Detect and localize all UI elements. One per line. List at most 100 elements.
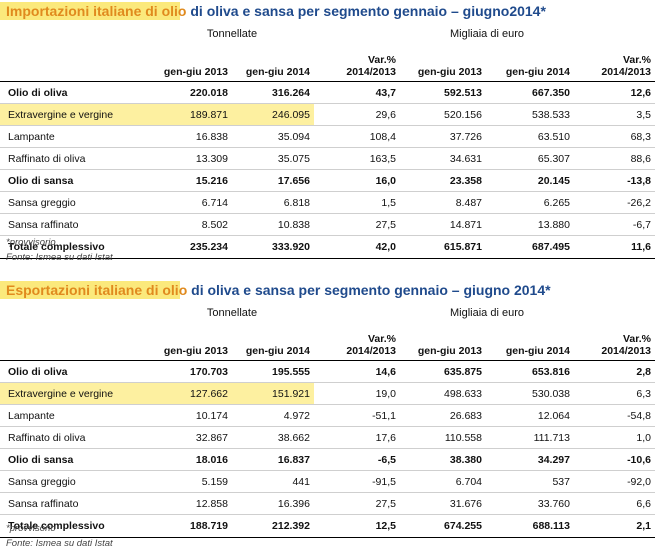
euro-2014: 111.713 xyxy=(533,431,570,444)
tonnes-2014: 35.075 xyxy=(277,152,310,165)
group-thousand-euro: Migliaia di euro xyxy=(450,307,524,319)
source-note: Fonte: Ismea su dati Istat xyxy=(6,538,113,549)
row-label: Lampante xyxy=(8,130,55,143)
euro-var: 3,5 xyxy=(636,108,651,121)
source-note: Fonte: Ismea su dati Istat xyxy=(6,252,113,263)
euro-2014: 20.145 xyxy=(537,174,570,187)
euro-2014: 6.265 xyxy=(543,196,570,209)
col-header-2014: gen-giu 2014 xyxy=(505,66,570,78)
tonnes-2013: 235.234 xyxy=(190,241,228,253)
euro-var: 1,0 xyxy=(636,431,651,444)
tonnes-2014: 16.837 xyxy=(277,453,310,466)
group-tonnes: Tonnellate xyxy=(206,28,258,40)
tonnes-2013: 12.858 xyxy=(195,497,228,510)
row-label: Sansa raffinato xyxy=(8,497,79,510)
col-header-var: Var.% 2014/2013 xyxy=(346,333,396,357)
table-row: Extravergine e vergine 189.871 246.095 29,6… xyxy=(0,103,655,126)
imports-title: Importazioni italiane di olio di oliva e… xyxy=(0,0,663,22)
tonnes-2014: 35.094 xyxy=(277,130,310,143)
tonnes-var: 43,7 xyxy=(375,86,396,99)
col-header-2014: gen-giu 2014 xyxy=(245,66,310,78)
euro-2013: 38.380 xyxy=(449,453,482,466)
euro-var: 11,6 xyxy=(631,241,651,253)
euro-2013: 8.487 xyxy=(455,196,482,209)
tonnes-var: -6,5 xyxy=(377,453,396,466)
euro-var: 12,6 xyxy=(630,86,651,99)
table-row: Sansa raffinato 12.858 16.396 27,5 31.676 33.… xyxy=(0,493,655,515)
title-highlight xyxy=(0,281,180,299)
euro-var: 88,6 xyxy=(630,152,651,165)
euro-var: -54,8 xyxy=(627,409,651,422)
euro-2013: 110.558 xyxy=(444,431,482,444)
col-header-var: Var.% 2014/2013 xyxy=(346,54,396,78)
total-row: Totale complessivo 188.719 212.392 12,5 674.… xyxy=(0,514,655,538)
euro-2014: 530.038 xyxy=(532,387,570,400)
euro-var: 6,6 xyxy=(636,497,651,510)
imports-title-rest: di oliva e sansa per segmento gennaio – … xyxy=(186,3,546,19)
tonnes-2014: 151.921 xyxy=(232,382,314,405)
col-header-2014: gen-giu 2014 xyxy=(505,345,570,357)
euro-2013: 31.676 xyxy=(449,497,482,510)
table-row: Lampante 10.174 4.972 -51,1 26.683 12.064 -54,… xyxy=(0,405,655,427)
tonnes-2013: 8.502 xyxy=(201,218,228,231)
tonnes-var: 27,5 xyxy=(375,497,396,510)
euro-2013: 498.633 xyxy=(444,387,482,400)
tonnes-var: 42,0 xyxy=(375,241,396,253)
provisional-note: *provvisorio xyxy=(6,237,56,248)
euro-var: -92,0 xyxy=(627,475,651,488)
row-label: Sansa greggio xyxy=(8,475,76,488)
tonnes-var: 16,0 xyxy=(375,174,396,187)
col-header-2013: gen-giu 2013 xyxy=(163,66,228,78)
col-header-2013: gen-giu 2013 xyxy=(417,66,482,78)
table-row: Raffinato di oliva 32.867 38.662 17,6 110.55… xyxy=(0,427,655,449)
tonnes-2014: 316.264 xyxy=(272,86,310,99)
tonnes-2013: 170.703 xyxy=(190,365,228,378)
table-row: Olio di oliva 220.018 316.264 43,7 592.513 66… xyxy=(0,82,655,104)
tonnes-var: -91,5 xyxy=(372,475,396,488)
tonnes-2014: 246.095 xyxy=(232,103,314,126)
imports-section: Importazioni italiane di olio di oliva e… xyxy=(0,0,663,263)
tonnes-2013: 188.719 xyxy=(190,520,228,532)
imports-notes: *provvisorio Fonte: Ismea su dati Istat xyxy=(6,235,113,265)
euro-2014: 537 xyxy=(552,475,570,488)
euro-2014: 63.510 xyxy=(537,130,570,143)
euro-2014: 33.760 xyxy=(537,497,570,510)
row-label: Totale complessivo xyxy=(8,520,105,532)
tonnes-var: -51,1 xyxy=(372,409,396,422)
group-thousand-euro: Migliaia di euro xyxy=(450,28,524,40)
table-row: Raffinato di oliva 13.309 35.075 163,5 34.63… xyxy=(0,148,655,170)
tonnes-2014: 10.838 xyxy=(277,218,310,231)
total-row: Totale complessivo 235.234 333.920 42,0 615.… xyxy=(0,235,655,259)
euro-2014: 687.495 xyxy=(532,241,570,253)
title-highlight xyxy=(0,2,180,20)
euro-2014: 538.533 xyxy=(532,108,570,121)
tonnes-2013: 6.714 xyxy=(201,196,228,209)
exports-title-highlighted: Esportazioni italiane di olio xyxy=(6,282,188,298)
imports-table: Tonnellate Migliaia di euro gen-giu 2013 ge… xyxy=(0,24,655,259)
tonnes-2013: 15.216 xyxy=(195,174,228,187)
exports-notes: *provvisorio Fonte: Ismea su dati Istat xyxy=(6,521,113,551)
row-label: Extravergine e vergine xyxy=(0,382,150,405)
exports-title-rest: di oliva e sansa per segmento gennaio – … xyxy=(187,282,551,298)
euro-var: 68,3 xyxy=(630,130,651,143)
tonnes-var: 12,5 xyxy=(375,520,396,532)
col-header-2013: gen-giu 2013 xyxy=(163,345,228,357)
euro-var: 6,3 xyxy=(636,387,651,400)
tonnes-2014: 212.392 xyxy=(272,520,310,532)
exports-section: Esportazioni italiane di olio di oliva e… xyxy=(0,279,663,549)
tonnes-2014: 441 xyxy=(292,475,310,488)
row-label: Olio di sansa xyxy=(8,453,74,466)
tonnes-var: 1,5 xyxy=(381,196,396,209)
table-row: Sansa raffinato 8.502 10.838 27,5 14.871 13.8… xyxy=(0,214,655,236)
row-label: Olio di oliva xyxy=(8,86,68,99)
row-label: Raffinato di oliva xyxy=(8,431,86,444)
exports-title: Esportazioni italiane di olio di oliva e… xyxy=(0,279,663,301)
euro-var: -10,6 xyxy=(627,453,651,466)
table-row: Lampante 16.838 35.094 108,4 37.726 63.510 68,… xyxy=(0,126,655,148)
row-label: Raffinato di oliva xyxy=(8,152,86,165)
euro-2014: 653.816 xyxy=(532,365,570,378)
tonnes-2013: 220.018 xyxy=(190,86,228,99)
table-row: Olio di oliva 170.703 195.555 14,6 635.875 65… xyxy=(0,361,655,383)
row-label: Totale complessivo xyxy=(8,241,105,253)
row-label: Sansa raffinato xyxy=(8,218,79,231)
